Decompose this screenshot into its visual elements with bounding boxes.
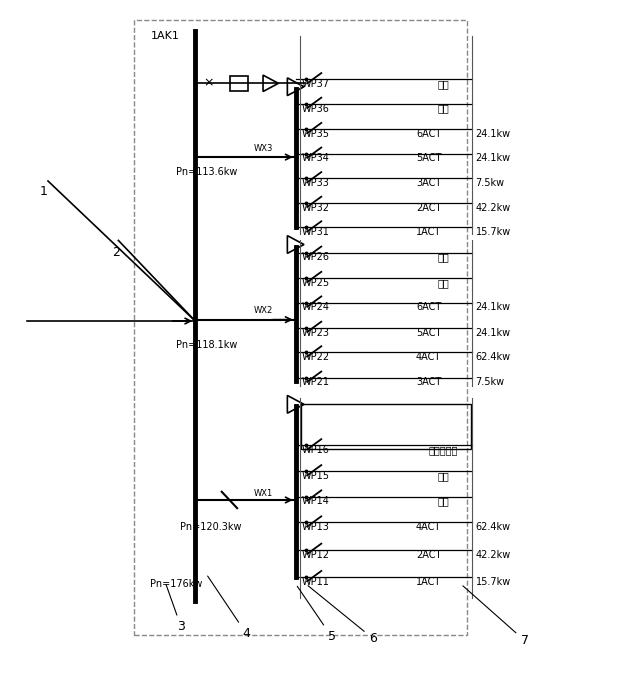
Text: WP12: WP12 [302,550,330,559]
Text: 3: 3 [166,585,185,634]
Text: WP35: WP35 [302,129,330,139]
Text: WP24: WP24 [302,303,330,312]
Text: WP16: WP16 [302,445,330,455]
Text: WP26: WP26 [302,253,330,262]
Text: WP37: WP37 [302,79,330,89]
Text: WP14: WP14 [302,497,330,506]
Text: Pn=176kw: Pn=176kw [150,579,203,589]
Text: 1: 1 [40,184,47,198]
Text: 24.1kw: 24.1kw [476,154,511,163]
Text: 4: 4 [207,576,250,641]
Text: WX1: WX1 [254,488,273,498]
Text: 6ACT: 6ACT [416,303,441,312]
Text: 42.2kw: 42.2kw [476,203,511,212]
Text: 4ACT: 4ACT [416,352,441,362]
Text: 备用: 备用 [438,104,449,113]
Text: 7.5kw: 7.5kw [476,378,505,387]
Text: Pn=120.3kw: Pn=120.3kw [180,522,242,532]
Text: 1AK1: 1AK1 [150,31,179,40]
Text: WP21: WP21 [302,378,330,387]
Text: 2ACT: 2ACT [416,550,442,559]
Text: 5ACT: 5ACT [416,154,442,163]
Text: 备用: 备用 [438,278,449,288]
Text: 4ACT: 4ACT [416,522,441,532]
Text: WP13: WP13 [302,522,330,532]
Text: 备用: 备用 [438,497,449,506]
Text: 15.7kw: 15.7kw [476,227,511,237]
Text: 6: 6 [308,586,377,645]
Text: 3ACT: 3ACT [416,378,441,387]
Text: 3ACT: 3ACT [416,178,441,188]
Text: WP15: WP15 [302,471,330,481]
Text: 24.1kw: 24.1kw [476,129,511,139]
Text: 5: 5 [297,586,335,643]
Text: 42.2kw: 42.2kw [476,550,511,559]
Text: 联络断路器: 联络断路器 [429,445,458,455]
Text: 62.4kw: 62.4kw [476,522,511,532]
Text: 备用: 备用 [438,253,449,262]
Text: Pn=118.1kw: Pn=118.1kw [176,340,237,350]
Text: WP36: WP36 [302,104,330,113]
Text: WP22: WP22 [302,352,330,362]
Text: ×: × [203,76,213,90]
Text: 15.7kw: 15.7kw [476,577,511,587]
Text: 5ACT: 5ACT [416,328,442,337]
Text: 1ACT: 1ACT [416,577,441,587]
Text: WP33: WP33 [302,178,330,188]
Text: WP11: WP11 [302,577,330,587]
Text: WX3: WX3 [254,144,273,154]
Text: Pn=113.6kw: Pn=113.6kw [176,167,237,177]
Text: 备用: 备用 [438,79,449,89]
Text: 24.1kw: 24.1kw [476,303,511,312]
Text: WP34: WP34 [302,154,330,163]
Text: WP23: WP23 [302,328,330,337]
Text: 7: 7 [463,586,529,647]
Text: WP25: WP25 [302,278,330,288]
Text: WX2: WX2 [254,306,273,316]
Text: 62.4kw: 62.4kw [476,352,511,362]
Text: WP32: WP32 [302,203,330,212]
Text: 备用: 备用 [438,471,449,481]
Text: 24.1kw: 24.1kw [476,328,511,337]
Text: 2: 2 [112,246,120,260]
Text: 7.5kw: 7.5kw [476,178,505,188]
Text: 6ACT: 6ACT [416,129,441,139]
Text: 2ACT: 2ACT [416,203,442,212]
Text: 1ACT: 1ACT [416,227,441,237]
Text: WP31: WP31 [302,227,330,237]
